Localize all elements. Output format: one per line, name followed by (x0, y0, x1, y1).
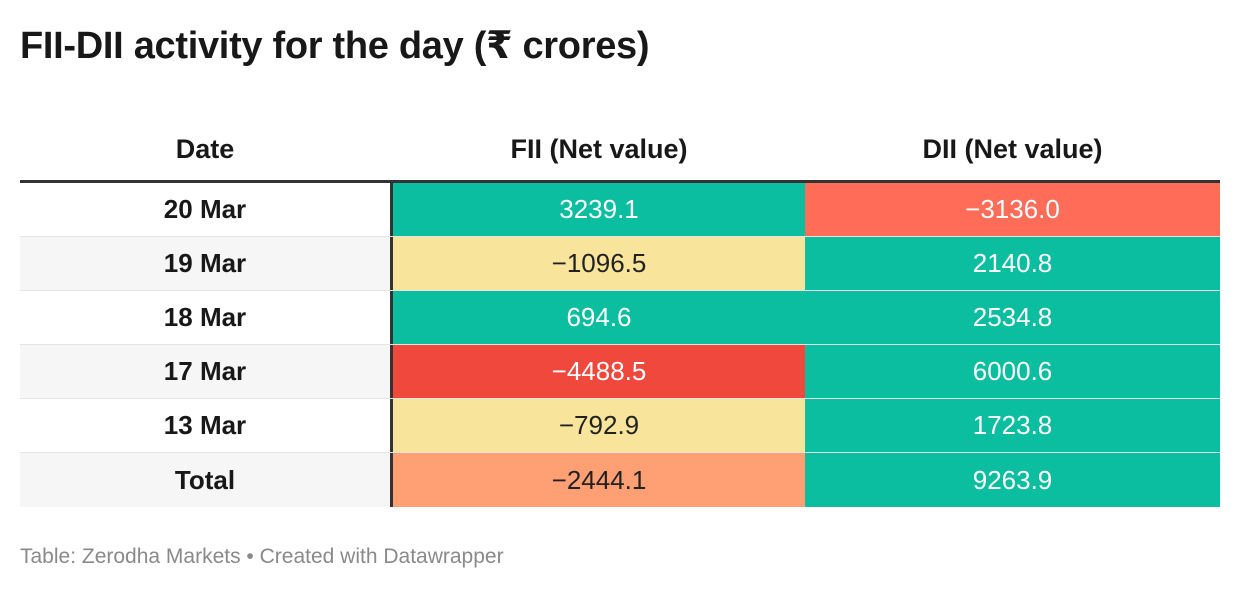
fii-value-cell: 3239.1 (390, 183, 805, 236)
fii-value-cell: −1096.5 (390, 237, 805, 290)
column-header-date[interactable]: Date (175, 133, 235, 164)
fii-value-cell: −792.9 (390, 399, 805, 452)
dii-value-cell: 9263.9 (805, 453, 1220, 507)
source-footer: Table: Zerodha Markets • Created with Da… (20, 545, 504, 568)
column-header-dii[interactable]: DII (Net value) (922, 133, 1103, 164)
table-body: 20 Mar 3239.1 −3136.0 19 Mar −1096.5 2140.8 18… (20, 183, 1220, 507)
fii-value-cell: 694.6 (390, 291, 805, 344)
column-header-fii[interactable]: FII (Net value) (510, 133, 688, 164)
date-cell: Total (20, 453, 390, 507)
date-cell: 19 Mar (20, 237, 390, 290)
data-table: Date FII (Net value) DII (Net value) 20 … (20, 118, 1220, 507)
dii-value-cell: 2140.8 (805, 237, 1220, 290)
table-header-row: Date FII (Net value) DII (Net value) (20, 118, 1220, 183)
table-row: 19 Mar −1096.5 2140.8 (20, 237, 1220, 291)
date-cell: 18 Mar (163, 302, 247, 332)
fii-value-cell: −2444.1 (390, 453, 805, 507)
table-row: 17 Mar −4488.5 6000.6 (20, 345, 1220, 399)
dii-value-cell: −3136.0 (805, 183, 1220, 236)
dii-value-cell: 6000.6 (805, 345, 1220, 398)
table-row: 18 Mar 694.6 2534.8 (20, 291, 1220, 345)
dii-value-cell: 2534.8 (805, 291, 1220, 344)
table-row: 20 Mar 3239.1 −3136.0 (20, 183, 1220, 237)
date-cell: 20 Mar (163, 194, 247, 224)
table-row: Total −2444.1 9263.9 (20, 453, 1220, 507)
date-cell: 17 Mar (20, 345, 390, 398)
date-cell: 13 Mar (163, 410, 247, 440)
dii-value-cell: 1723.8 (805, 399, 1220, 452)
fii-value-cell: −4488.5 (390, 345, 805, 398)
table-row: 13 Mar −792.9 1723.8 (20, 399, 1220, 453)
chart-title: FII-DII activity for the day (₹ crores) (20, 25, 650, 67)
